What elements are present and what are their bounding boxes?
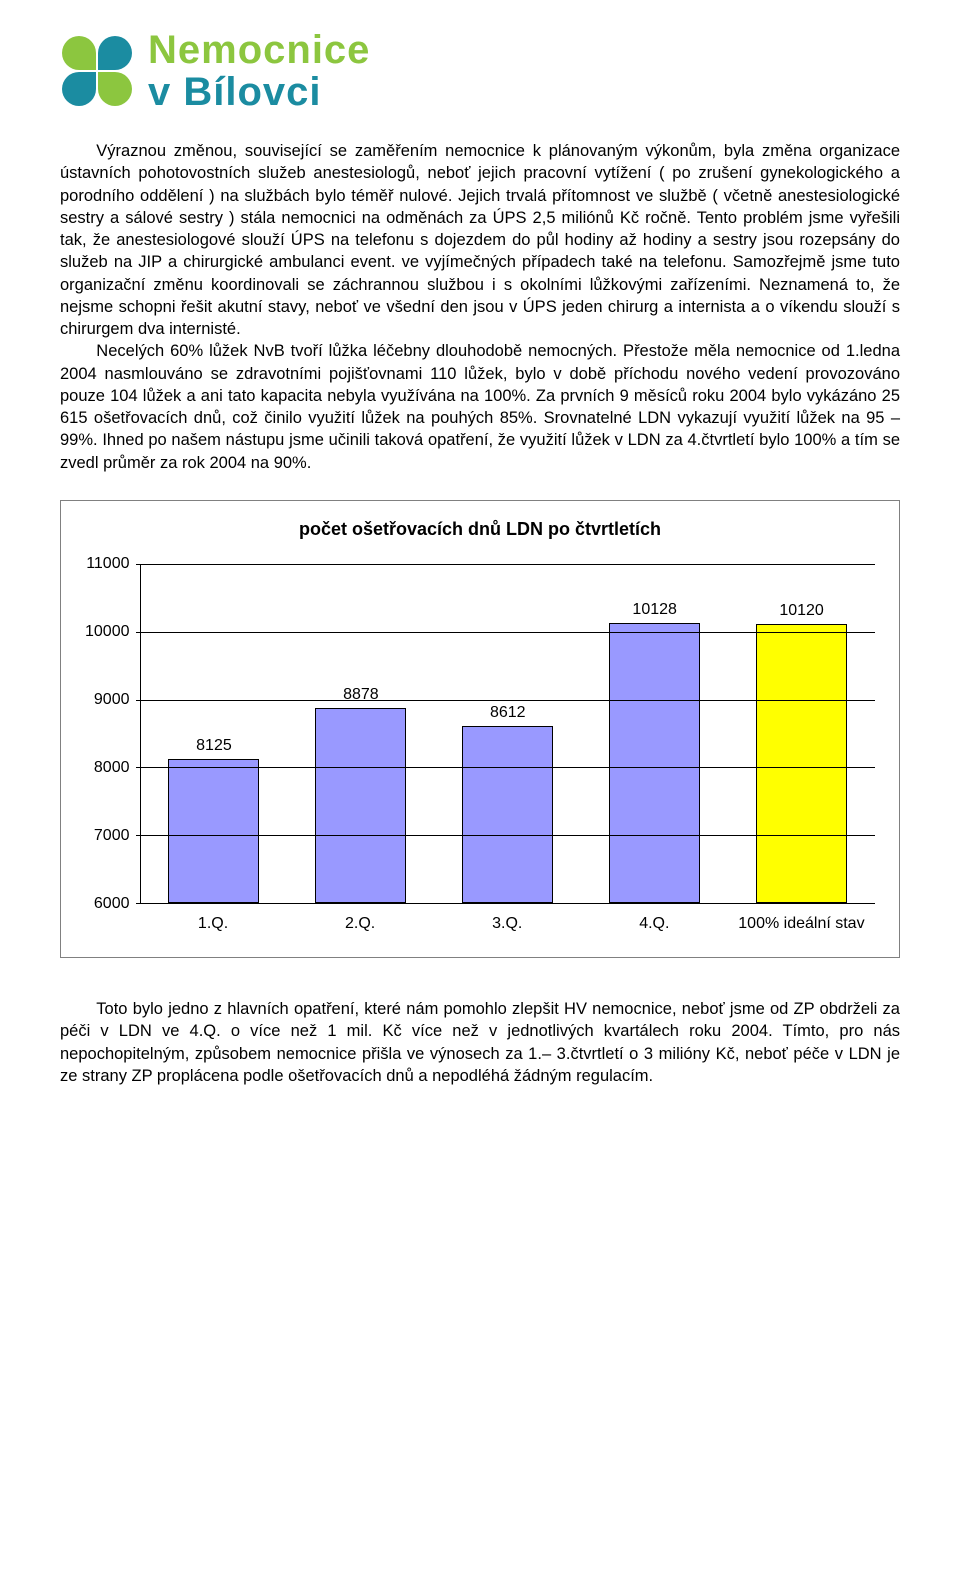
bar	[315, 708, 406, 903]
bar	[609, 623, 700, 903]
footer-paragraph: Toto bylo jedno z hlavních opatření, kte…	[60, 998, 900, 1087]
bar-slot: 8125	[141, 564, 288, 903]
bar	[168, 759, 259, 903]
x-label: 100% ideální stav	[728, 914, 875, 933]
chart-area: 11000100009000800070006000 8125 8878 8612 1…	[85, 564, 875, 933]
bar-value-label: 10120	[779, 602, 824, 620]
bar-value-label: 8612	[490, 704, 526, 722]
x-label: 4.Q.	[581, 914, 728, 933]
x-axis: 1.Q.2.Q.3.Q.4.Q.100% ideální stav	[140, 914, 876, 933]
bar-value-label: 8878	[343, 686, 379, 704]
paragraph-1: Výraznou změnou, související se zaměření…	[60, 140, 900, 340]
plot: 8125 8878 8612 10128 10120	[140, 564, 876, 904]
chart-title: počet ošetřovacích dnů LDN po čtvrtletíc…	[85, 519, 875, 540]
logo-line-1: Nemocnice	[148, 30, 370, 70]
logo-line-2: v Bílovci	[148, 72, 370, 112]
plot-wrap: 8125 8878 8612 10128 10120 1.Q.2.Q.3.Q.4.Q.1…	[140, 564, 876, 933]
bar-slot: 8878	[287, 564, 434, 903]
y-axis: 11000100009000800070006000	[85, 564, 140, 904]
x-label: 3.Q.	[434, 914, 581, 933]
bar-slot: 10128	[581, 564, 728, 903]
bar	[462, 726, 553, 903]
chart-frame: počet ošetřovacích dnů LDN po čtvrtletíc…	[60, 500, 900, 958]
bar-slot: 10120	[728, 564, 875, 903]
x-label: 1.Q.	[140, 914, 287, 933]
clover-icon	[60, 34, 134, 108]
hospital-logo: Nemocnice v Bílovci	[60, 30, 900, 112]
bar	[756, 624, 847, 903]
bar-value-label: 10128	[632, 601, 677, 619]
footer-text: Toto bylo jedno z hlavních opatření, kte…	[60, 998, 900, 1087]
bar-value-label: 8125	[196, 737, 232, 755]
document-page: Nemocnice v Bílovci Výraznou změnou, sou…	[0, 0, 960, 1127]
x-label: 2.Q.	[287, 914, 434, 933]
bars-container: 8125 8878 8612 10128 10120	[141, 564, 876, 903]
bar-slot: 8612	[434, 564, 581, 903]
body-text: Výraznou změnou, související se zaměření…	[60, 140, 900, 474]
logo-text: Nemocnice v Bílovci	[148, 30, 370, 112]
paragraph-2: Necelých 60% lůžek NvB tvoří lůžka léčeb…	[60, 340, 900, 474]
